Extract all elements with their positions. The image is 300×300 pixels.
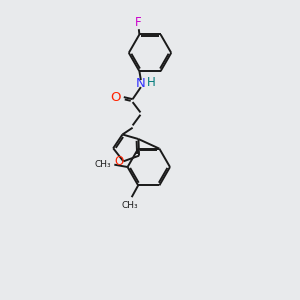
Text: CH₃: CH₃ <box>121 201 138 210</box>
Text: O: O <box>114 155 124 168</box>
Text: CH₃: CH₃ <box>94 160 111 169</box>
Text: H: H <box>147 76 156 88</box>
Text: F: F <box>135 16 141 28</box>
Text: O: O <box>111 91 121 103</box>
Text: N: N <box>136 77 146 90</box>
